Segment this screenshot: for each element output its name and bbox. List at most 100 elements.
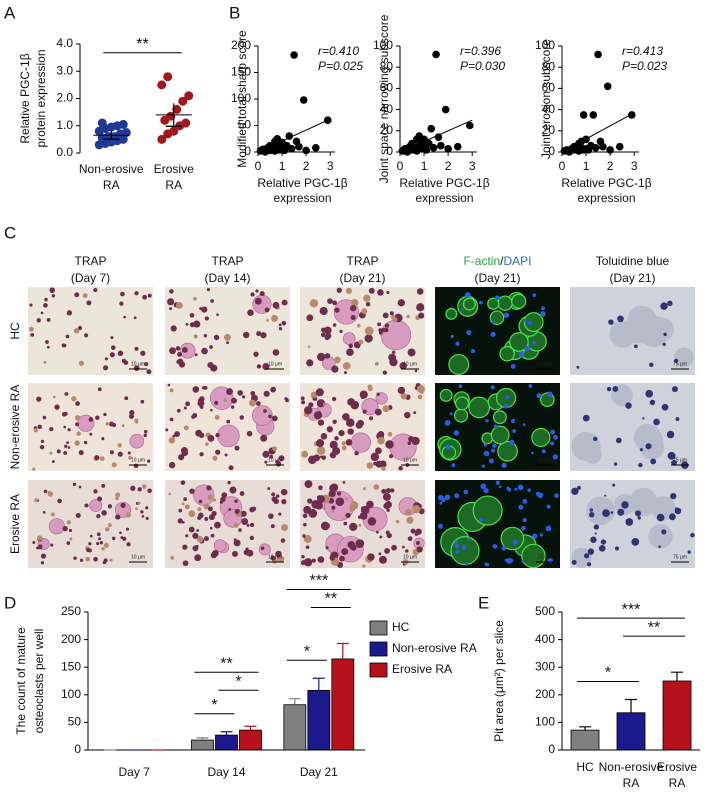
cell — [115, 514, 121, 520]
cell — [312, 397, 316, 401]
cell — [181, 449, 189, 457]
cell — [185, 401, 190, 407]
cell — [223, 398, 227, 403]
cell — [331, 365, 339, 373]
cell — [505, 395, 510, 400]
cell — [332, 396, 337, 402]
column-title-part: Toluidine blue — [596, 254, 670, 268]
cell — [503, 312, 510, 318]
data-point — [599, 142, 607, 151]
cell — [491, 448, 496, 453]
cell — [498, 485, 502, 489]
cell — [229, 486, 237, 494]
cell — [251, 506, 257, 512]
cell — [621, 501, 629, 509]
cell — [392, 350, 396, 354]
cell — [185, 322, 189, 326]
cell — [320, 521, 330, 531]
cell — [334, 307, 340, 313]
cell — [268, 513, 274, 519]
y-tick-label: 0 — [74, 742, 81, 756]
cell — [467, 537, 471, 541]
cell — [633, 423, 662, 452]
cell — [345, 287, 352, 295]
cell — [255, 401, 261, 406]
x-tick-label: HC — [576, 760, 594, 774]
cell — [334, 436, 339, 441]
cell — [76, 431, 81, 436]
cell — [75, 401, 81, 406]
cell — [463, 489, 469, 495]
cell — [593, 524, 599, 530]
cell — [30, 333, 35, 337]
x-tick-label: 0 — [255, 159, 262, 173]
cell — [99, 456, 105, 461]
y-tick-label: 150 — [231, 65, 251, 79]
y-tick-label: 300 — [535, 659, 555, 673]
cell — [600, 539, 607, 545]
cell — [346, 348, 354, 357]
cell — [169, 307, 173, 311]
cell — [510, 419, 515, 424]
cell — [349, 507, 355, 513]
cell — [367, 517, 377, 526]
cell — [531, 340, 536, 346]
cell — [613, 462, 618, 466]
cell — [134, 346, 139, 351]
cell — [199, 396, 205, 402]
cell — [381, 327, 386, 333]
cell — [398, 465, 403, 471]
data-point — [184, 91, 194, 101]
cell — [648, 524, 673, 549]
micrograph: 75 μm — [570, 287, 695, 375]
cell — [247, 309, 254, 316]
cell — [304, 480, 313, 489]
cell — [490, 425, 510, 445]
cell — [383, 503, 390, 510]
bar — [616, 712, 646, 751]
cell — [541, 306, 545, 311]
cell — [140, 510, 144, 514]
cell — [207, 506, 213, 512]
cell — [517, 484, 524, 491]
cell — [212, 498, 217, 502]
cell — [79, 558, 84, 562]
cell — [197, 507, 202, 512]
cell — [109, 558, 113, 562]
cell — [169, 417, 174, 422]
cell — [407, 441, 412, 446]
cell — [177, 351, 183, 357]
cell — [278, 323, 282, 327]
cell — [284, 397, 288, 401]
cell — [583, 553, 590, 559]
y-axis-label: Pit area (μm²) per slice — [492, 620, 506, 742]
cell — [610, 511, 614, 514]
data-point — [594, 50, 602, 59]
y-tick-label: 50 — [68, 715, 82, 729]
cell — [480, 483, 487, 490]
cell — [189, 488, 195, 494]
cell — [271, 496, 278, 503]
significance-label: ** — [648, 619, 660, 636]
x-tick-label: 2 — [303, 159, 310, 173]
cell — [137, 487, 142, 492]
cell — [343, 371, 347, 375]
cell — [249, 535, 255, 541]
cell — [134, 291, 139, 296]
data-point — [172, 104, 182, 114]
y-tick-label: 400 — [535, 632, 555, 646]
cell — [303, 558, 313, 567]
cell — [625, 319, 650, 344]
cell — [29, 303, 33, 307]
cell — [178, 508, 183, 513]
cell — [215, 449, 221, 455]
cell — [49, 451, 53, 455]
cell — [240, 510, 247, 517]
cell — [501, 462, 507, 468]
cell — [413, 411, 417, 415]
x-tick-label: Non-erosive — [599, 760, 664, 774]
micrograph: 25 μm — [435, 383, 560, 471]
cell — [301, 400, 306, 405]
column-title-part: TRAP — [211, 254, 243, 268]
cell — [93, 287, 98, 293]
